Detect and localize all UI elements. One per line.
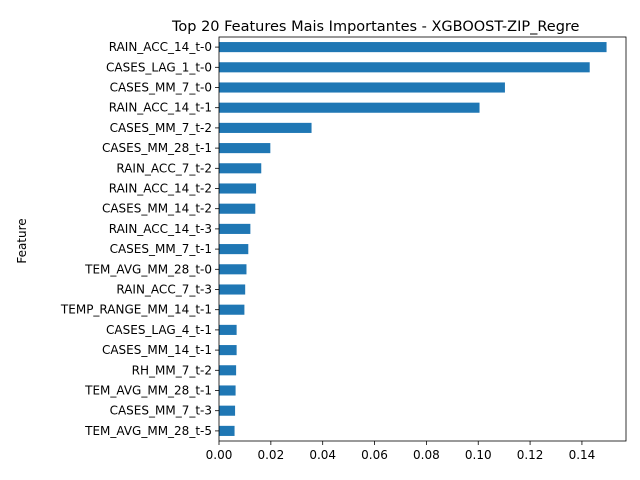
bar (219, 244, 249, 255)
bar (219, 183, 257, 194)
y-tick-label: CASES_MM_14_t-2 (102, 202, 212, 216)
y-tick-label: CASES_MM_28_t-1 (102, 141, 212, 155)
x-tick-label: 0.14 (569, 448, 596, 462)
bar (219, 405, 236, 416)
y-tick-label: RAIN_ACC_14_t-3 (109, 222, 212, 236)
chart-title: Top 20 Features Mais Importantes - XGBOO… (171, 19, 580, 35)
bar (219, 385, 236, 396)
bar (219, 345, 237, 356)
bar (219, 42, 607, 53)
y-tick-label: RAIN_ACC_14_t-0 (109, 40, 212, 54)
y-tick-label: CASES_MM_7_t-2 (110, 121, 212, 135)
bar (219, 143, 271, 154)
bar (219, 264, 247, 275)
bar (219, 163, 262, 174)
y-tick-label: CASES_MM_7_t-0 (110, 81, 212, 95)
bar (219, 62, 590, 73)
bar (219, 223, 251, 234)
y-tick-label: CASES_LAG_1_t-0 (106, 60, 212, 74)
y-tick-label: TEMP_RANGE_MM_14_t-1 (60, 303, 212, 317)
x-tick-label: 0.12 (517, 448, 544, 462)
bar (219, 365, 237, 376)
x-tick-label: 0.02 (257, 448, 284, 462)
x-tick-label: 0.06 (361, 448, 388, 462)
y-tick-label: CASES_LAG_4_t-1 (106, 323, 212, 337)
x-tick-label: 0.10 (465, 448, 492, 462)
y-tick-label: RH_MM_7_t-2 (132, 363, 212, 377)
y-tick-label: RAIN_ACC_7_t-2 (116, 161, 212, 175)
y-tick-label: RAIN_ACC_7_t-3 (116, 283, 212, 297)
y-tick-label: TEM_AVG_MM_28_t-1 (84, 384, 212, 398)
x-tick-label: 0.00 (206, 448, 233, 462)
bar (219, 425, 235, 436)
y-tick-label: CASES_MM_7_t-1 (110, 242, 212, 256)
bar (219, 82, 505, 93)
y-tick-label: CASES_MM_14_t-1 (102, 343, 212, 357)
axes-frame (218, 36, 627, 442)
x-tick-label: 0.08 (413, 448, 440, 462)
y-tick-label: CASES_MM_7_t-3 (110, 404, 212, 418)
bar (219, 304, 245, 315)
bar (219, 284, 246, 295)
y-axis-label: Feature (15, 218, 29, 263)
y-tick-label: TEM_AVG_MM_28_t-5 (84, 424, 212, 438)
x-tick-label: 0.04 (309, 448, 336, 462)
bar (219, 324, 237, 335)
bar (219, 203, 256, 214)
y-tick-label: RAIN_ACC_14_t-2 (109, 182, 212, 196)
y-tick-label: RAIN_ACC_14_t-1 (109, 101, 212, 115)
y-tick-label: TEM_AVG_MM_28_t-0 (84, 262, 212, 276)
plot-area: RAIN_ACC_14_t-0 CASES_LAG_1_t-0 CASES_MM_7… (60, 36, 627, 462)
bar (219, 122, 312, 133)
bar (219, 102, 480, 113)
